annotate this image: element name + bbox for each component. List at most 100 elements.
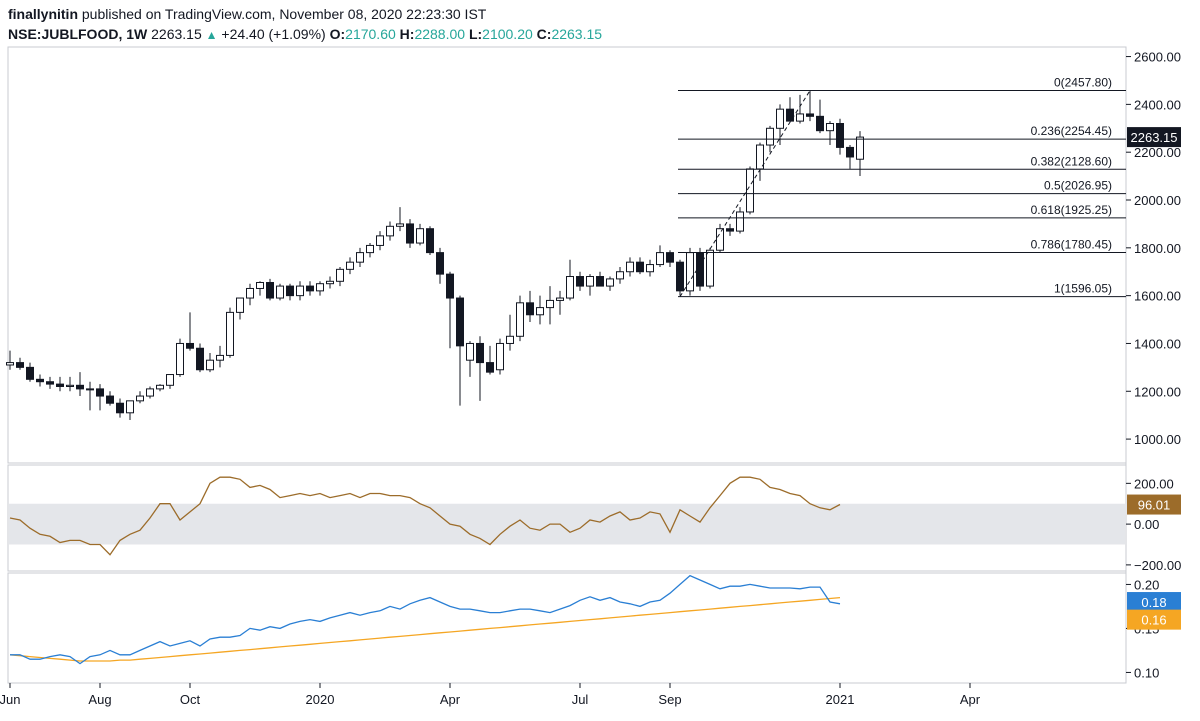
- candle-down: [36, 378, 44, 383]
- high-label: H:: [399, 26, 415, 42]
- price-tick-label: 1200.00: [1134, 384, 1181, 399]
- candle-up: [516, 302, 524, 337]
- ratio-ma-badge-bg: [1127, 609, 1181, 630]
- candle-down: [96, 388, 104, 397]
- author-name[interactable]: finallynitin: [8, 6, 78, 22]
- candle-up: [466, 342, 474, 361]
- publish-line: finallynitin published on TradingView.co…: [8, 4, 1128, 24]
- time-axis[interactable]: Jun Aug Oct 2020 Apr Jul Sep 2021 Apr: [0, 683, 981, 707]
- price-pane[interactable]: 2600.00 2400.00 2200.00 2000.00 1800.00 1600.…: [6, 50, 1182, 448]
- candle-up: [66, 384, 74, 387]
- candle-down: [186, 342, 194, 349]
- candle-up: [136, 395, 144, 402]
- fib-level-label: 0.236(2254.45): [1031, 124, 1112, 138]
- candle-down: [476, 342, 484, 364]
- candle-up: [856, 136, 864, 160]
- candle-down: [436, 252, 444, 275]
- time-tick-label: Aug: [88, 692, 111, 707]
- candle-down: [76, 384, 84, 390]
- fib-trend-line: [679, 90, 811, 297]
- time-tick-label: 2020: [306, 692, 335, 707]
- time-tick-label: Sep: [658, 692, 681, 707]
- cci-tick-label: −200.00: [1134, 558, 1181, 573]
- candle-up: [736, 211, 744, 232]
- candle-down: [26, 366, 34, 380]
- candle-down: [266, 281, 274, 299]
- candle-down: [196, 347, 204, 371]
- time-tick-label: Jul: [572, 692, 589, 707]
- candle-up: [626, 261, 634, 273]
- price-tick-label: 2200.00: [1134, 145, 1181, 160]
- candle-up: [606, 278, 614, 287]
- candle-down: [456, 297, 464, 347]
- price-tick-label: 1400.00: [1134, 336, 1181, 351]
- candle-down: [116, 402, 124, 414]
- open-label: O:: [329, 26, 346, 42]
- candle-up: [376, 235, 384, 246]
- fib-level-label: 0.382(2128.60): [1031, 154, 1112, 168]
- cci-value-badge: 96.01: [1138, 498, 1171, 513]
- cci-line: [9, 476, 841, 556]
- open-value: 2170.60: [345, 26, 396, 42]
- candle-up: [216, 354, 224, 361]
- fib-level-label: 0.5(2026.95): [1044, 179, 1112, 193]
- candle-down: [786, 108, 794, 122]
- candle-up: [276, 285, 284, 299]
- candle-up: [556, 297, 564, 301]
- candle-down: [806, 113, 814, 117]
- fib-level-label: 1(1596.05): [1054, 282, 1112, 296]
- candle-up: [706, 249, 714, 287]
- candle-down: [46, 381, 54, 385]
- time-tick-label: Oct: [180, 692, 201, 707]
- close-value: 2263.15: [551, 26, 603, 42]
- candle-down: [636, 261, 644, 273]
- time-tick-label: Apr: [440, 692, 461, 707]
- candle-up: [506, 335, 514, 344]
- candle-up: [156, 384, 164, 390]
- candle-up: [716, 228, 724, 251]
- price-pane-frame: [7, 46, 1127, 464]
- candle-down: [486, 362, 494, 373]
- candle-up: [296, 285, 304, 297]
- fib-level-label: 0.786(1780.45): [1031, 238, 1112, 252]
- candle-down: [426, 228, 434, 254]
- candle-up: [176, 342, 184, 376]
- candle-up: [746, 168, 754, 213]
- cci-tick-label: 0.00: [1134, 517, 1159, 532]
- price-change: +24.40 (+1.09%): [221, 26, 326, 42]
- ratio-ma-line: [9, 596, 841, 662]
- cci-pane[interactable]: 200.00 0.00 −200.00 96.01: [9, 476, 1181, 573]
- candle-up: [536, 307, 544, 316]
- candle-up: [386, 225, 394, 237]
- chart-header: finallynitin published on TradingView.co…: [8, 4, 1128, 45]
- fib-level-label: 0.618(1925.25): [1031, 203, 1112, 217]
- ratio-tick-label: 0.10: [1134, 665, 1159, 680]
- candle-up: [496, 342, 504, 371]
- candle-up: [686, 252, 694, 292]
- time-tick-label: Jun: [0, 692, 20, 707]
- close-label: C:: [536, 26, 552, 42]
- candle-up: [656, 252, 664, 266]
- candle-up: [776, 108, 784, 129]
- candle-down: [106, 395, 114, 404]
- candle-down: [576, 276, 584, 287]
- ohlc-line: NSE:JUBLFOOD, 1W 2263.15 ▲ +24.40 (+1.09…: [8, 24, 1128, 45]
- candle-down: [306, 285, 314, 292]
- candle-up: [246, 287, 254, 299]
- price-tick-label: 1000.00: [1134, 432, 1181, 447]
- candle-up: [166, 374, 174, 386]
- low-value: 2100.20: [482, 26, 533, 42]
- candle-up: [796, 113, 804, 122]
- candle-up: [366, 244, 374, 254]
- price-tick-label: 2600.00: [1134, 50, 1181, 65]
- up-arrow-icon: ▲: [205, 28, 218, 42]
- ratio-line: [10, 574, 841, 665]
- symbol-label[interactable]: NSE:JUBLFOOD, 1W: [8, 26, 148, 42]
- ratio-pane[interactable]: 0.200.150.100.180.16: [9, 574, 1181, 681]
- candle-up: [356, 252, 364, 263]
- candle-down: [596, 276, 604, 287]
- candle-up: [256, 281, 264, 289]
- candle-down: [726, 228, 734, 232]
- ratio-tick-label: 0.20: [1134, 577, 1159, 592]
